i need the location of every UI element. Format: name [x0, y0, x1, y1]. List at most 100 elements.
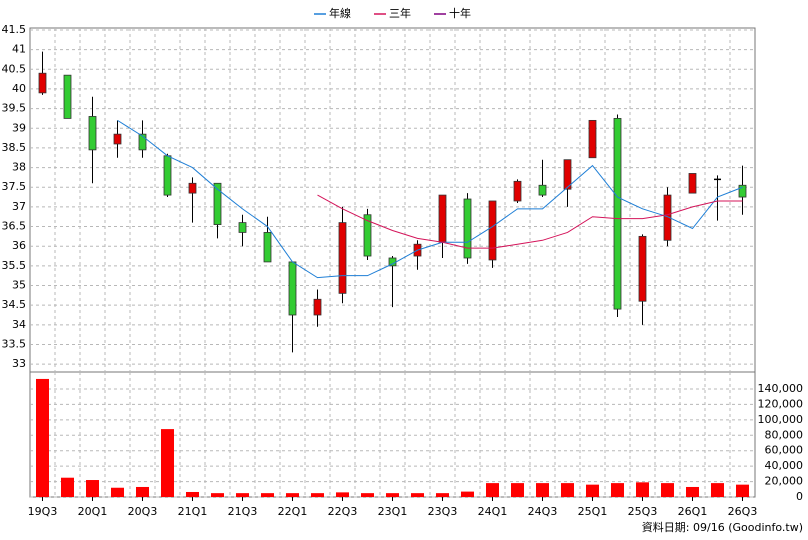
candle-body: [138, 133, 147, 151]
candle-body: [163, 155, 172, 196]
candle-body: [613, 118, 622, 310]
y-tick-label: 33: [12, 357, 26, 370]
x-tick-label: 24Q1: [478, 505, 508, 518]
volume-bar: [461, 491, 474, 497]
volume-bar: [311, 493, 324, 497]
volume-bar: [736, 484, 749, 497]
y-tick-label: 39: [12, 121, 26, 134]
volume-bar: [111, 487, 124, 497]
volume-bar: [361, 493, 374, 497]
volume-bar: [436, 493, 449, 497]
volume-bar: [286, 493, 299, 497]
candle-body: [88, 116, 97, 151]
y2-tick-label: 60,000: [765, 444, 804, 457]
candle-body: [313, 298, 322, 316]
x-tick-label: 22Q1: [278, 505, 308, 518]
ma-line: [117, 119, 743, 279]
y-tick-label: 34.5: [2, 298, 27, 311]
volume-bar: [411, 493, 424, 497]
volume-bar: [161, 429, 174, 497]
candle-body: [663, 194, 672, 241]
candle-body: [288, 261, 297, 316]
volume-bar: [561, 483, 574, 497]
x-tick-label: 23Q1: [378, 505, 408, 518]
x-tick-label: 24Q3: [528, 505, 558, 518]
volume-bar: [586, 484, 599, 497]
volume-bar: [211, 493, 224, 497]
x-tick-label: 20Q1: [78, 505, 108, 518]
candle-body: [588, 119, 597, 159]
volume-panel: [29, 371, 756, 498]
x-tick-label: 21Q3: [228, 505, 258, 518]
y-tick-label: 35.5: [2, 259, 27, 272]
y2-tick-label: 120,000: [758, 397, 804, 410]
y2-tick-label: 0: [796, 490, 803, 503]
candle-body: [338, 222, 347, 294]
candle-body: [488, 200, 497, 261]
volume-bar: [136, 486, 149, 497]
candle-body: [538, 184, 547, 196]
y2-tick-label: 40,000: [765, 459, 804, 472]
volume-bar: [711, 483, 724, 497]
candle-body: [38, 72, 47, 94]
volume-bar: [86, 480, 99, 497]
candle-body: [463, 198, 472, 259]
y-tick-label: 39.5: [2, 102, 27, 115]
x-tick-label: 26Q1: [678, 505, 708, 518]
candle-body: [188, 182, 197, 194]
candle-body: [563, 159, 572, 190]
candle-body: [638, 235, 647, 302]
y-tick-label: 38: [12, 161, 26, 174]
candle-body: [363, 214, 372, 257]
y-tick-label: 41: [12, 43, 26, 56]
y2-tick-label: 140,000: [758, 382, 804, 395]
candle-body: [738, 184, 747, 198]
candle-body: [513, 180, 522, 202]
x-tick-label: 22Q3: [328, 505, 358, 518]
x-tick-label: 20Q3: [128, 505, 158, 518]
volume-bar: [186, 491, 199, 497]
volume-bar: [36, 378, 49, 497]
volume-bar: [236, 493, 249, 497]
x-tick-label: 19Q3: [28, 505, 58, 518]
y-tick-label: 41.5: [2, 23, 27, 36]
y2-tick-label: 100,000: [758, 413, 804, 426]
y2-tick-label: 20,000: [765, 475, 804, 488]
legend-label: 十年: [449, 6, 471, 20]
y-tick-label: 36.5: [2, 220, 27, 233]
y-tick-label: 40.5: [2, 62, 27, 75]
price-panel: [29, 27, 756, 373]
x-tick-label: 21Q1: [178, 505, 208, 518]
volume-bar: [336, 492, 349, 497]
x-tick-label: 26Q3: [728, 505, 758, 518]
candle-body: [238, 222, 247, 233]
source-note: 資料日期: 09/16 (Goodinfo.tw): [642, 520, 803, 534]
volume-bar: [661, 483, 674, 497]
x-tick-label: 25Q1: [578, 505, 608, 518]
y-tick-label: 34: [12, 318, 26, 331]
volume-bar: [386, 493, 399, 497]
legend-label: 年線: [329, 6, 351, 20]
y-tick-label: 37.5: [2, 180, 27, 193]
candle-body: [113, 133, 122, 145]
y2-tick-label: 80,000: [765, 428, 804, 441]
candle-body: [63, 74, 72, 119]
volume-bar: [636, 482, 649, 497]
ma-line: [317, 194, 743, 249]
candle-body: [688, 173, 697, 194]
x-tick-label: 23Q3: [428, 505, 458, 518]
y-tick-label: 33.5: [2, 337, 27, 350]
volume-bar: [511, 483, 524, 497]
vertical-grid: [54, 28, 731, 497]
volume-bar: [486, 483, 499, 497]
y-tick-label: 37: [12, 200, 26, 213]
candle-body: [263, 232, 272, 263]
volume-bar: [536, 483, 549, 497]
legend-label: 三年: [389, 6, 411, 20]
candle-body: [438, 194, 447, 243]
volume-bar: [686, 486, 699, 497]
volume-bar: [261, 493, 274, 497]
candle-body: [213, 182, 222, 225]
y-tick-label: 35: [12, 279, 26, 292]
